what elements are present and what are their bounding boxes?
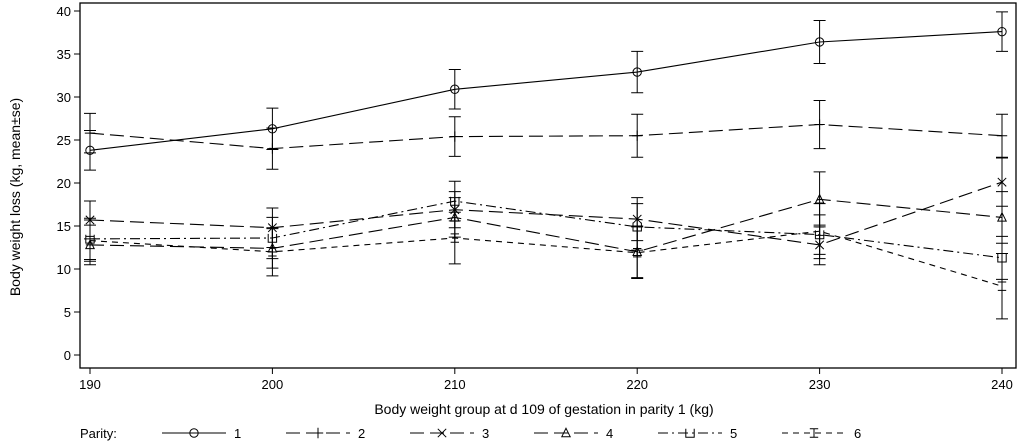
x-axis: 190 200 210 220 230 240: [79, 368, 1013, 392]
y-axis-title: Body weight loss (kg, mean±se): [7, 98, 23, 296]
plus-marker: [312, 427, 324, 439]
data-point: [996, 211, 1008, 222]
triangle-marker: [814, 193, 825, 204]
legend-item-2: 2: [286, 426, 365, 441]
legend-items: 1 2 3 4 5 6: [162, 426, 861, 441]
data-point: [85, 235, 95, 246]
series-1: [84, 11, 1008, 171]
plot-frame: [79, 2, 1017, 369]
plus-marker: [84, 127, 96, 139]
open-square-marker: [685, 428, 695, 438]
series-line: [89, 198, 1003, 253]
data-point: [814, 37, 825, 47]
series-line: [89, 181, 1003, 246]
data-point: [632, 67, 642, 77]
plot-border: [79, 2, 1017, 369]
triangle-marker: [996, 211, 1008, 222]
i-bar-marker: [809, 428, 819, 438]
data-point: [814, 193, 825, 204]
data-point: [996, 130, 1008, 141]
data-point: [450, 233, 459, 243]
plus-marker: [449, 131, 460, 142]
data-point: [997, 26, 1007, 37]
legend-title: Parity:: [80, 426, 117, 441]
data-point: [997, 177, 1007, 187]
series-layer: [84, 11, 1008, 320]
circle-marker: [189, 428, 199, 438]
legend-label: 3: [482, 426, 489, 441]
legend-item-1: 1: [162, 426, 241, 441]
x-tick-label: 200: [262, 377, 284, 392]
circle-marker: [450, 84, 460, 94]
x-tick-label: 210: [444, 377, 466, 392]
legend-label: 2: [358, 426, 365, 441]
data-point: [268, 247, 277, 257]
plus-marker: [814, 119, 825, 130]
series-line: [89, 123, 1003, 150]
error-bar: [996, 11, 1008, 52]
data-point: [450, 84, 460, 94]
x-tick-label: 190: [79, 377, 101, 392]
series-line: [89, 200, 1003, 259]
circle-marker: [997, 26, 1007, 37]
data-point: [632, 130, 643, 141]
i-bar-marker: [633, 247, 642, 258]
legend-label: 1: [234, 426, 241, 441]
plus-marker: [996, 130, 1008, 141]
y-tick-label: 35: [57, 47, 71, 62]
plus-marker: [632, 130, 643, 141]
open-square-marker: [450, 196, 460, 206]
data-point: [997, 281, 1007, 291]
series-2: [84, 99, 1008, 170]
data-point: [633, 247, 642, 258]
data-point: [815, 226, 824, 236]
error-bar: [813, 19, 826, 64]
series-line: [89, 230, 1003, 287]
y-axis: 0 5 10 15 20 25 30 35 40: [57, 4, 80, 363]
y-tick-label: 10: [57, 262, 71, 277]
series-line: [89, 31, 1003, 151]
legend-item-6: 6: [782, 426, 861, 441]
y-tick-label: 30: [57, 90, 71, 105]
circle-marker: [632, 67, 642, 77]
y-tick-label: 0: [64, 348, 71, 363]
y-tick-label: 5: [64, 305, 71, 320]
data-point: [450, 196, 460, 206]
data-point: [814, 119, 825, 130]
plus-marker: [267, 143, 278, 154]
x-tick-label: 220: [626, 377, 648, 392]
x-tick-label: 240: [991, 377, 1013, 392]
i-bar-marker: [268, 247, 277, 257]
legend-item-4: 4: [534, 426, 613, 441]
i-bar-marker: [85, 235, 95, 246]
error-bar: [448, 68, 461, 110]
x-marker: [437, 428, 447, 438]
i-bar-marker: [450, 233, 459, 243]
triangle-marker: [560, 427, 572, 438]
x-marker: [997, 177, 1007, 187]
i-bar-marker: [997, 281, 1007, 291]
y-tick-label: 20: [57, 176, 71, 191]
y-tick-label: 15: [57, 219, 71, 234]
circle-marker: [814, 37, 825, 47]
data-point: [267, 143, 278, 154]
data-point: [84, 127, 96, 139]
data-point: [449, 131, 460, 142]
legend-label: 6: [854, 426, 861, 441]
y-tick-label: 40: [57, 4, 71, 19]
legend-item-3: 3: [410, 426, 489, 441]
x-axis-title: Body weight group at d 109 of gestation …: [374, 401, 713, 417]
y-tick-label: 25: [57, 133, 71, 148]
legend-label: 4: [606, 426, 613, 441]
legend-label: 5: [730, 426, 737, 441]
error-bar: [631, 50, 644, 94]
legend: Parity: 1 2 3 4 5 6: [80, 426, 861, 441]
x-tick-label: 230: [809, 377, 831, 392]
series-6: [84, 203, 1008, 320]
i-bar-marker: [815, 226, 824, 236]
legend-item-5: 5: [658, 426, 737, 441]
